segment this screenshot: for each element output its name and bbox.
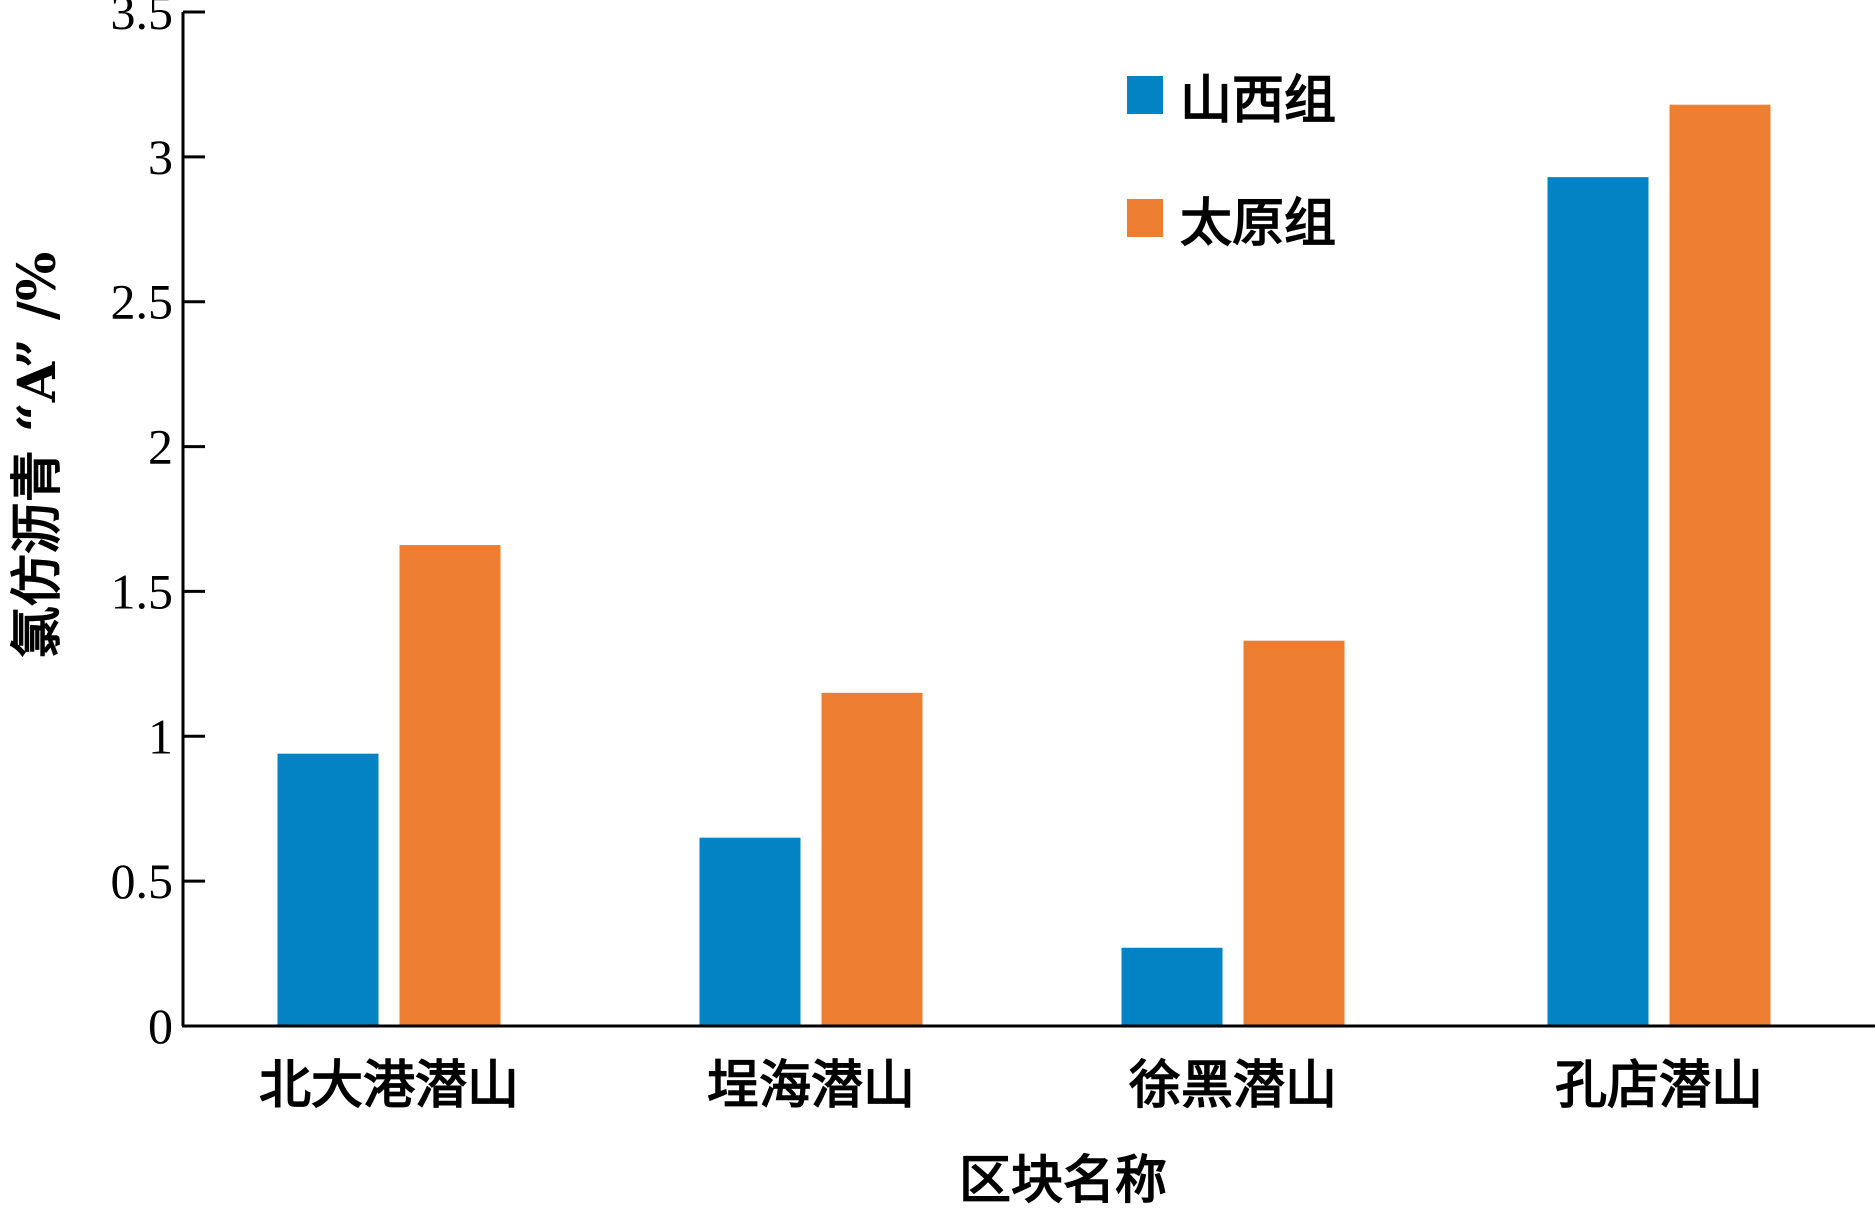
y-tick-label: 0 [148,998,173,1054]
legend-swatch [1127,199,1163,237]
y-tick-label: 3 [148,129,173,185]
x-tick-label: 孔店潜山 [1555,1055,1763,1116]
y-tick-label: 2.5 [111,274,174,330]
x-tick-label: 埕海潜山 [707,1055,915,1116]
axes [181,12,1875,1028]
bar-series2-1 [399,545,501,1026]
bar-series1-3 [1121,947,1223,1026]
bar-series1-4 [1547,177,1649,1026]
y-axis-title: 氯仿沥青 “A” /% [7,252,68,659]
bar-series1-2 [699,837,801,1026]
y-tick-label: 1 [148,708,173,764]
y-tick-label: 1.5 [111,563,174,619]
y-tick-label: 3.5 [111,0,174,40]
x-tick-label: 徐黑潜山 [1128,1055,1337,1116]
bar-series1-1 [277,753,379,1026]
y-ticks: 0 0.5 1 1.5 2 2.5 3 3.5 [111,0,205,1054]
x-axis-title: 区块名称 [959,1150,1167,1210]
y-tick-label: 2 [148,419,173,475]
legend-swatch [1127,76,1163,114]
bar-series2-3 [1243,640,1345,1026]
bar-series2-4 [1669,104,1771,1027]
category-labels: 北大港潜山 埕海潜山 徐黑潜山 孔店潜山 [259,1055,1763,1116]
x-tick-label: 北大港潜山 [259,1055,519,1116]
bar-series2-2 [821,692,923,1026]
bars [277,104,1771,1027]
legend-label: 太原组 [1180,193,1336,254]
legend-label: 山西组 [1180,70,1336,131]
y-tick-label: 0.5 [111,853,174,909]
